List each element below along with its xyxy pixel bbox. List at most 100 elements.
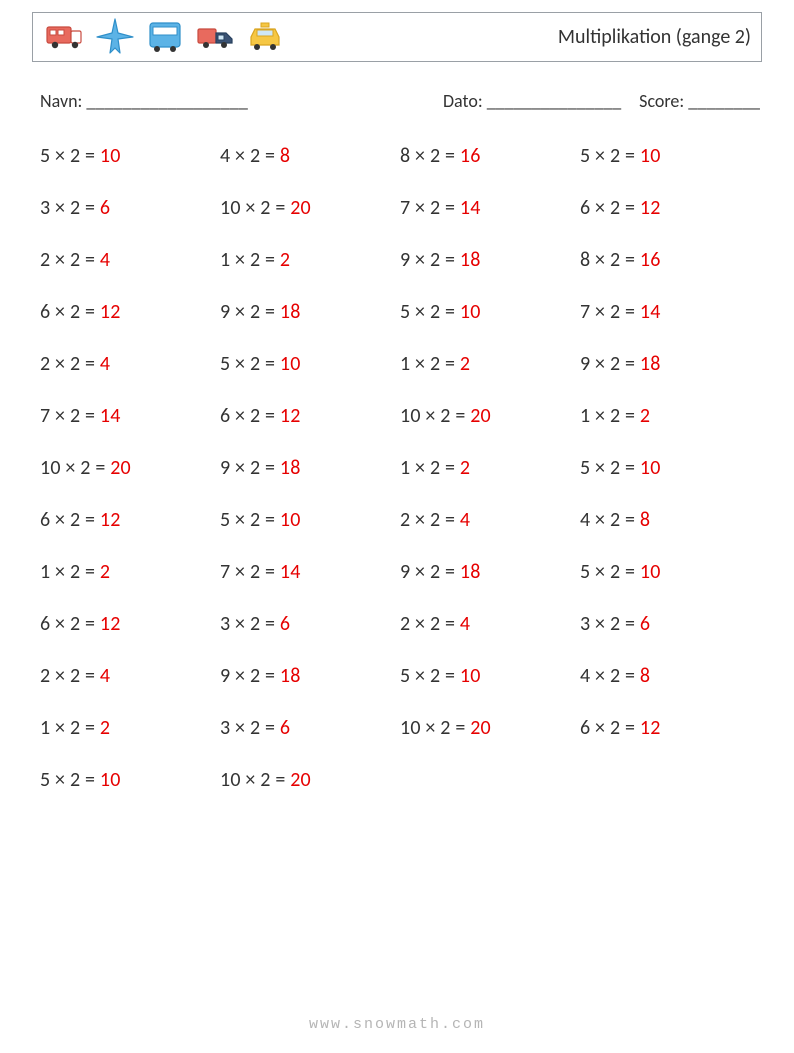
problem-cell: 10 × 2 = 20: [220, 196, 400, 220]
problems-grid: 5 × 2 = 104 × 2 = 88 × 2 = 165 × 2 = 103…: [40, 130, 760, 806]
problem-cell: 1 × 2 = 2: [400, 352, 580, 376]
problem-cell: 2 × 2 = 4: [400, 612, 580, 636]
answer: 14: [280, 560, 301, 584]
expression: 1 × 2 =: [40, 560, 100, 584]
problem-cell: 3 × 2 = 6: [220, 716, 400, 740]
answer: 2: [460, 456, 470, 480]
grid-row: 6 × 2 = 129 × 2 = 185 × 2 = 107 × 2 = 14: [40, 286, 760, 338]
problem-cell: 2 × 2 = 4: [400, 508, 580, 532]
problem-cell: 1 × 2 = 2: [580, 404, 760, 428]
answer: 4: [100, 352, 110, 376]
answer: 10: [100, 144, 121, 168]
problem-cell: 9 × 2 = 18: [220, 300, 400, 324]
expression: 8 × 2 =: [400, 144, 460, 168]
grid-row: 2 × 2 = 41 × 2 = 29 × 2 = 188 × 2 = 16: [40, 234, 760, 286]
expression: 2 × 2 =: [400, 508, 460, 532]
problem-cell: 1 × 2 = 2: [400, 456, 580, 480]
expression: 4 × 2 =: [580, 508, 640, 532]
problem-cell: 7 × 2 = 14: [400, 196, 580, 220]
answer: 16: [640, 248, 661, 272]
answer: 4: [460, 508, 470, 532]
problem-cell: 3 × 2 = 6: [40, 196, 220, 220]
grid-row: 3 × 2 = 610 × 2 = 207 × 2 = 146 × 2 = 12: [40, 182, 760, 234]
expression: 7 × 2 =: [40, 404, 100, 428]
answer: 2: [100, 560, 110, 584]
answer: 2: [640, 404, 650, 428]
expression: 10 × 2 =: [400, 716, 470, 740]
answer: 12: [280, 404, 301, 428]
problem-cell: 5 × 2 = 10: [220, 352, 400, 376]
expression: 9 × 2 =: [220, 456, 280, 480]
expression: 7 × 2 =: [220, 560, 280, 584]
problem-cell: 5 × 2 = 10: [400, 300, 580, 324]
answer: 10: [100, 768, 121, 792]
problem-cell: 10 × 2 = 20: [400, 716, 580, 740]
expression: 6 × 2 =: [580, 196, 640, 220]
problem-cell: 1 × 2 = 2: [40, 716, 220, 740]
answer: 18: [280, 664, 301, 688]
worksheet-title: Multiplikation (gange 2): [558, 25, 751, 49]
expression: 5 × 2 =: [580, 456, 640, 480]
expression: 5 × 2 =: [220, 508, 280, 532]
problem-cell: 9 × 2 = 18: [580, 352, 760, 376]
problem-cell: 1 × 2 = 2: [40, 560, 220, 584]
answer: 2: [100, 716, 110, 740]
airplane-icon: [93, 15, 137, 59]
answer: 12: [100, 612, 121, 636]
answer: 4: [100, 664, 110, 688]
expression: 10 × 2 =: [400, 404, 470, 428]
problem-cell: 3 × 2 = 6: [220, 612, 400, 636]
expression: 5 × 2 =: [580, 144, 640, 168]
answer: 8: [640, 508, 650, 532]
answer: 14: [640, 300, 661, 324]
answer: 10: [280, 352, 301, 376]
expression: 3 × 2 =: [580, 612, 640, 636]
expression: 6 × 2 =: [40, 300, 100, 324]
expression: 5 × 2 =: [580, 560, 640, 584]
answer: 20: [290, 196, 311, 220]
expression: 6 × 2 =: [220, 404, 280, 428]
problem-cell: 4 × 2 = 8: [220, 144, 400, 168]
expression: 4 × 2 =: [220, 144, 280, 168]
expression: 10 × 2 =: [220, 768, 290, 792]
answer: 10: [640, 456, 661, 480]
answer: 6: [280, 716, 290, 740]
problem-cell: 6 × 2 = 12: [580, 196, 760, 220]
expression: 1 × 2 =: [40, 716, 100, 740]
answer: 10: [640, 560, 661, 584]
problem-cell: 5 × 2 = 10: [580, 456, 760, 480]
bus-icon: [143, 15, 187, 59]
expression: 9 × 2 =: [220, 300, 280, 324]
answer: 20: [470, 404, 491, 428]
answer: 18: [460, 248, 481, 272]
answer: 18: [640, 352, 661, 376]
problem-cell: 10 × 2 = 20: [40, 456, 220, 480]
expression: 2 × 2 =: [40, 664, 100, 688]
problem-cell: 5 × 2 = 10: [40, 768, 220, 792]
expression: 1 × 2 =: [580, 404, 640, 428]
grid-row: 5 × 2 = 104 × 2 = 88 × 2 = 165 × 2 = 10: [40, 130, 760, 182]
taxi-icon: [243, 15, 287, 59]
name-label: Navn: __________________: [40, 90, 248, 112]
expression: 7 × 2 =: [580, 300, 640, 324]
problem-cell: 2 × 2 = 4: [40, 248, 220, 272]
problem-cell: 7 × 2 = 14: [580, 300, 760, 324]
delivery-truck-icon: [193, 15, 237, 59]
footer-url: www.snowmath.com: [0, 1016, 794, 1033]
expression: 10 × 2 =: [40, 456, 110, 480]
problem-cell: 8 × 2 = 16: [580, 248, 760, 272]
header-icons: [43, 15, 287, 59]
problem-cell: 6 × 2 = 12: [220, 404, 400, 428]
answer: 20: [110, 456, 131, 480]
expression: 6 × 2 =: [40, 612, 100, 636]
header-box: Multiplikation (gange 2): [32, 12, 762, 62]
grid-row: 1 × 2 = 27 × 2 = 149 × 2 = 185 × 2 = 10: [40, 546, 760, 598]
answer: 18: [460, 560, 481, 584]
problem-cell: 6 × 2 = 12: [580, 716, 760, 740]
answer: 12: [640, 716, 661, 740]
answer: 16: [460, 144, 481, 168]
problem-cell: 2 × 2 = 4: [40, 664, 220, 688]
answer: 4: [460, 612, 470, 636]
expression: 2 × 2 =: [40, 248, 100, 272]
problem-cell: 3 × 2 = 6: [580, 612, 760, 636]
